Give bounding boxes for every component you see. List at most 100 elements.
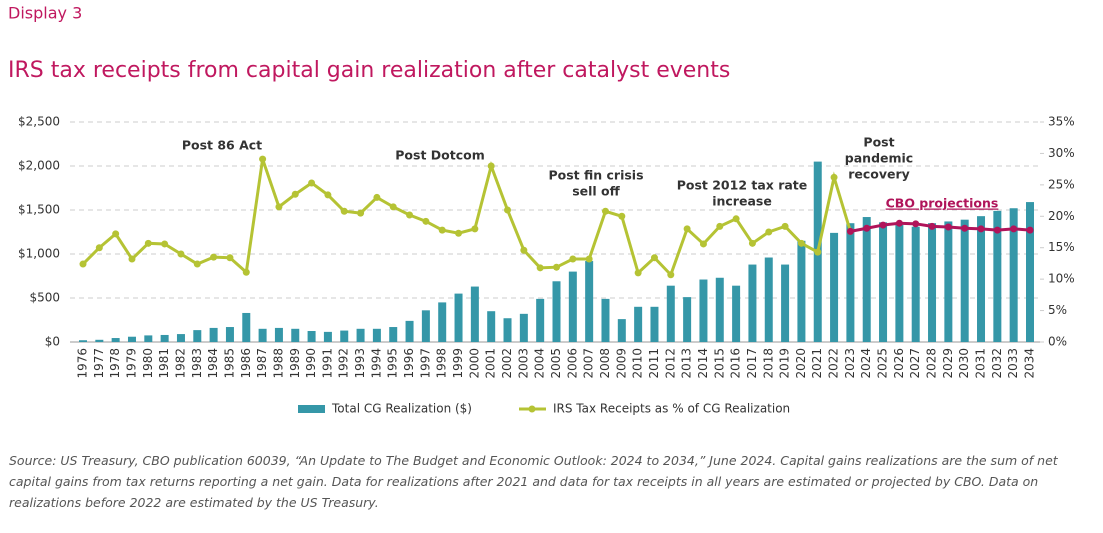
bar [879,222,888,342]
x-tick-label: 2014 [696,348,710,379]
line-point [144,239,152,247]
x-tick-label: 1992 [337,348,351,379]
line-point [161,240,169,248]
annotation: sell off [572,184,620,199]
annotation: pandemic [845,151,913,166]
line-point [373,193,381,201]
x-tick-label: 1976 [76,348,90,379]
line-point [781,222,789,230]
line-point [128,255,136,263]
bar [438,302,447,342]
line-point [471,225,479,233]
line-point [879,221,887,229]
x-tick-label: 2006 [565,348,579,379]
line-point [667,271,675,279]
line-point [275,203,283,211]
x-tick-label: 1991 [320,348,334,379]
bar [274,327,283,342]
line-point [618,212,626,220]
x-tick-label: 2008 [598,348,612,379]
line-point [650,254,658,262]
x-tick-label: 1982 [173,348,187,379]
y2-tick-label: 0% [1048,335,1067,349]
display-label: Display 3 [8,4,82,23]
x-tick-label: 2007 [582,348,596,379]
bar [552,281,561,342]
bar [1009,208,1018,342]
legend-swatch [528,405,536,413]
annotation: Post [863,135,894,150]
x-tick-label: 2000 [467,348,481,379]
x-tick-label: 2003 [516,348,530,379]
x-tick-label: 1987 [255,348,269,379]
y-tick-label: $2,500 [18,115,60,129]
bar [993,210,1002,342]
line-point [112,230,120,238]
x-tick-label: 1997 [418,348,432,379]
y-tick-label: $1,000 [18,247,60,261]
bar [225,327,234,342]
x-tick-label: 1981 [157,348,171,379]
line-point [242,268,250,276]
bar [95,339,104,342]
bar [127,336,136,342]
y-tick-label: $500 [29,291,60,305]
y2-tick-label: 20% [1048,209,1075,223]
x-tick-label: 2031 [974,348,988,379]
line-point [683,225,691,233]
line-point [895,219,903,227]
x-tick-label: 1990 [304,348,318,379]
bar [634,306,643,342]
x-tick-label: 2026 [892,348,906,379]
x-tick-label: 2011 [647,348,661,379]
line [850,221,1031,233]
line-point [553,263,560,271]
bar [340,330,349,342]
line-point [95,244,103,252]
bar [160,334,169,342]
bar [307,331,316,342]
line-point [324,191,332,199]
bar [568,271,577,342]
bar [487,311,496,342]
bar [193,330,202,342]
bar [617,319,626,342]
x-tick-label: 1993 [353,348,367,379]
line-point [291,190,299,198]
x-tick-label: 1983 [190,348,204,379]
cbo-label: CBO projections [886,196,999,211]
y2-tick-label: 30% [1048,146,1075,160]
line-point [487,162,495,170]
bar [846,223,855,342]
annotation: Post Dotcom [395,148,484,163]
line-point [846,227,854,235]
bar [1026,202,1034,342]
line-point [928,222,936,230]
line-point [814,248,822,256]
x-tick-label: 1979 [124,348,138,379]
line-point [944,223,952,231]
x-tick-label: 1999 [451,348,465,379]
annotation: recovery [848,167,910,182]
bar [258,328,267,342]
bar [764,257,773,342]
x-tick-label: 2004 [533,348,547,379]
bar [960,219,969,342]
line-point [504,206,512,214]
line-point [455,229,463,237]
bar [683,297,692,342]
bar [356,328,365,342]
x-tick-label: 2019 [778,348,792,379]
line-point [210,253,218,261]
x-tick-label: 2023 [843,348,857,379]
x-tick-label: 2030 [957,348,971,379]
line-point [177,250,185,258]
x-tick-label: 1986 [239,348,253,379]
line-point [748,239,756,247]
y-tick-label: $1,500 [18,203,60,217]
x-tick-label: 2017 [745,348,759,379]
line-point [340,207,348,215]
line-point [193,260,201,268]
x-tick-label: 2034 [1023,348,1037,379]
line-point [585,255,593,263]
